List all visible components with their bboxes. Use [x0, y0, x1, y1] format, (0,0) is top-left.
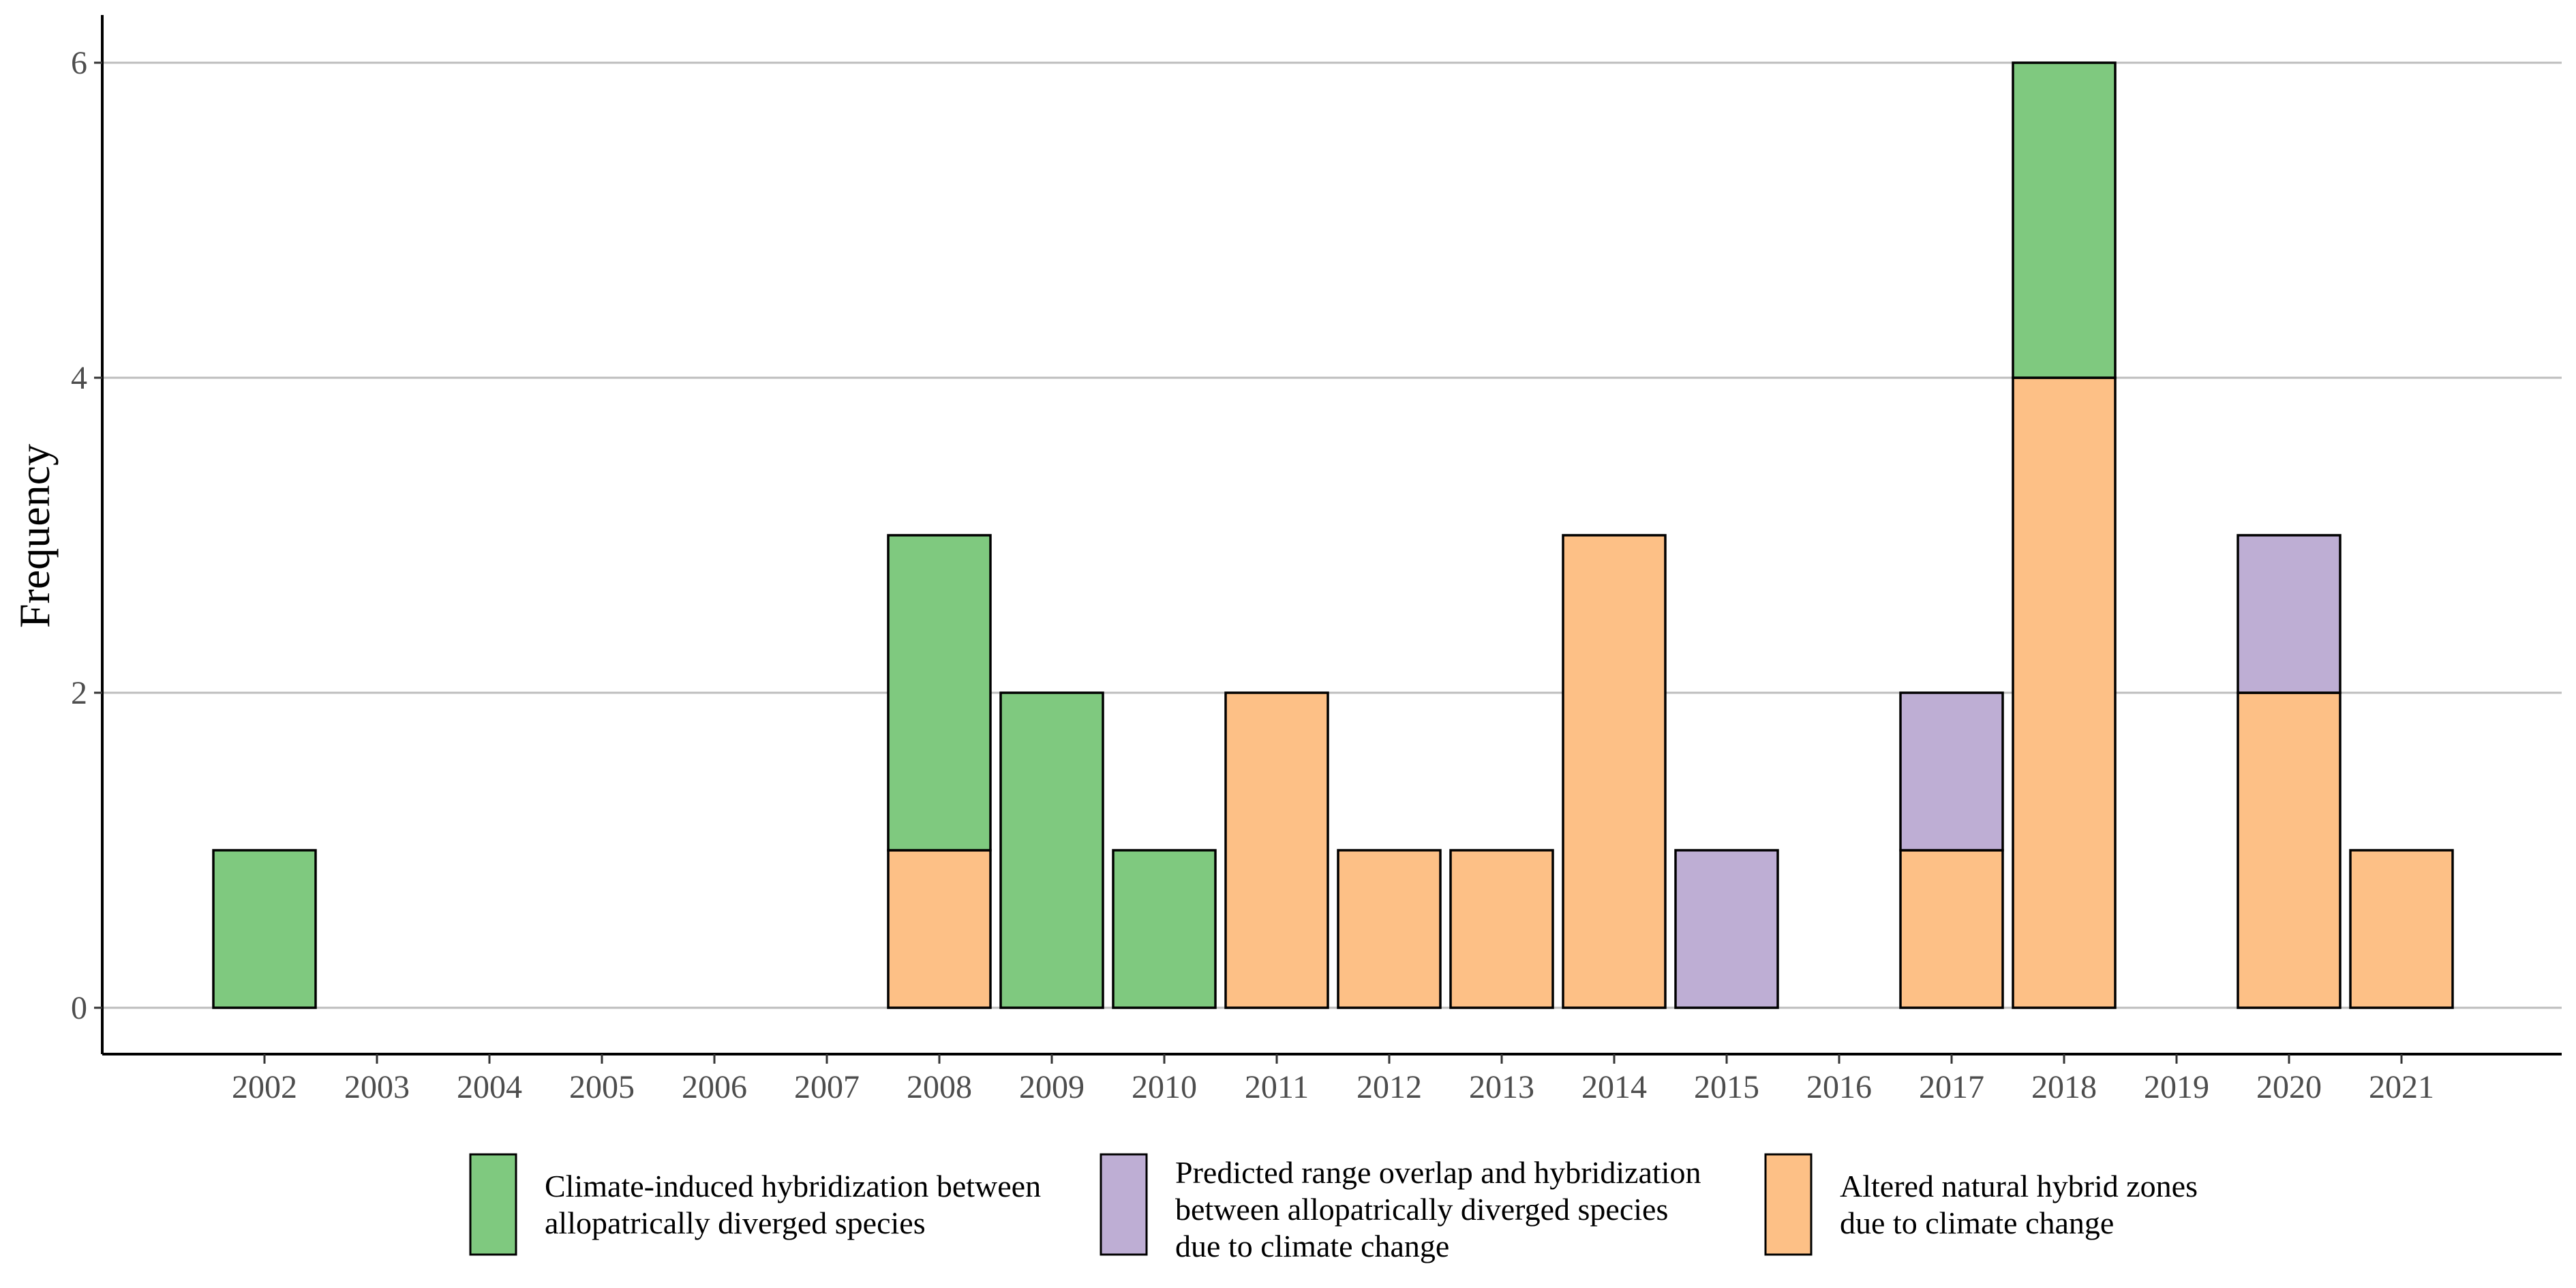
x-tick-label: 2006 [682, 1069, 747, 1105]
x-tick-label: 2003 [344, 1069, 410, 1105]
legend-key [469, 1153, 517, 1256]
x-tick-label: 2007 [794, 1069, 860, 1105]
bar-segment [2237, 534, 2342, 694]
x-tick-label: 2019 [2144, 1069, 2209, 1105]
x-tick-label: 2011 [1245, 1069, 1309, 1105]
x-tick-label: 2016 [1806, 1069, 1872, 1105]
bar-segment [2349, 849, 2454, 1009]
y-ticks: 0 2 4 6 [71, 45, 102, 1026]
x-tick-label: 2012 [1357, 1069, 1422, 1105]
bar-segment [1337, 849, 1442, 1009]
x-tick-label: 2020 [2256, 1069, 2322, 1105]
legend: Climate-induced hybridization betweenall… [469, 1153, 2198, 1263]
legend-label: due to climate change [1175, 1229, 1449, 1263]
bars [212, 61, 2454, 1009]
legend-label: Climate-induced hybridization between [545, 1169, 1041, 1203]
bar-segment [887, 849, 992, 1009]
y-tick-label: 0 [71, 990, 87, 1026]
bar-segment [212, 849, 317, 1009]
legend-label: due to climate change [1840, 1205, 2114, 1240]
y-tick-label: 4 [71, 360, 87, 396]
x-tick-label: 2018 [2031, 1069, 2097, 1105]
bar-segment [2012, 376, 2117, 1009]
bar-segment [1674, 849, 1779, 1009]
x-tick-label: 2008 [907, 1069, 972, 1105]
x-tick-label: 2010 [1132, 1069, 1197, 1105]
bar-segment [887, 534, 992, 852]
legend-key [1764, 1153, 1813, 1256]
x-tick-label: 2009 [1019, 1069, 1085, 1105]
x-tick-label: 2017 [1919, 1069, 1984, 1105]
legend-label: allopatrically diverged species [545, 1205, 926, 1240]
x-tick-label: 2005 [569, 1069, 635, 1105]
axes [101, 15, 2562, 1055]
bar-segment [2237, 691, 2342, 1009]
y-tick-label: 2 [71, 675, 87, 711]
legend-key [1100, 1153, 1148, 1256]
y-axis-title: Frequency [10, 444, 59, 628]
x-tick-label: 2004 [457, 1069, 522, 1105]
x-tick-label: 2013 [1469, 1069, 1534, 1105]
bar-segment [1112, 849, 1217, 1009]
legend-label: between allopatrically diverged species [1175, 1192, 1668, 1227]
x-ticks: 2002 2003 2004 2005 2006 2007 2008 2009 2010 2011… [232, 1054, 2434, 1105]
gridlines [102, 61, 2562, 1009]
y-tick-label: 6 [71, 45, 87, 81]
legend-label: Predicted range overlap and hybridizatio… [1175, 1155, 1701, 1190]
bar-segment [1899, 849, 2004, 1009]
x-tick-label: 2014 [1581, 1069, 1647, 1105]
bar-segment [1449, 849, 1554, 1009]
bar-segment [999, 691, 1104, 1009]
x-tick-label: 2002 [232, 1069, 297, 1105]
bar-segment [1224, 691, 1329, 1009]
x-tick-label: 2021 [2369, 1069, 2434, 1105]
x-tick-label: 2015 [1694, 1069, 1759, 1105]
bar-segment [1562, 534, 1667, 1009]
bar-segment [1899, 691, 2004, 852]
legend-label: Altered natural hybrid zones [1840, 1169, 2198, 1203]
bar-segment [2012, 61, 2117, 379]
